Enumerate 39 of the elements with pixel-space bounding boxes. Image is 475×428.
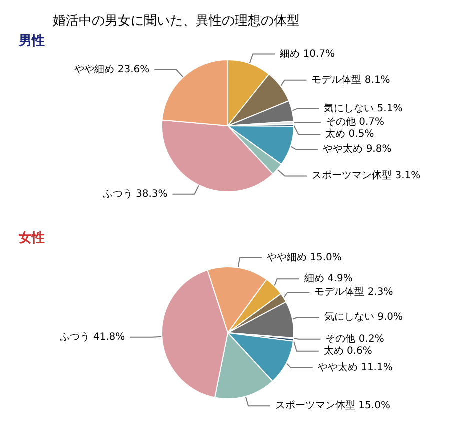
slice-label: 太め xyxy=(326,128,346,140)
slice-label: 気にしない xyxy=(324,312,374,323)
data-label: 15.0% xyxy=(358,400,390,412)
slice-label: やや細め xyxy=(266,252,307,264)
slice-label: その他 xyxy=(326,116,356,128)
data-label: 0.5% xyxy=(348,129,374,140)
data-label: 8.1% xyxy=(364,74,390,86)
data-label: 41.8% xyxy=(93,332,126,343)
slice-label: やや太め xyxy=(318,361,358,374)
slice-label: モデル体型 xyxy=(314,286,365,298)
data-label: 5.1% xyxy=(377,103,403,114)
slice-label: スポーツマン体型 xyxy=(276,400,356,412)
data-label: 11.1% xyxy=(361,362,393,374)
data-label: 9.0% xyxy=(378,312,404,323)
chart-title: 婚活中の男女に聞いた、異性の理想の体型 xyxy=(53,14,300,29)
data-label: 15.0% xyxy=(310,252,342,264)
chart-subtitle: 男性 xyxy=(18,34,45,49)
data-label: 10.7% xyxy=(303,48,336,60)
slice-label: その他 xyxy=(326,332,356,345)
chart-title: 女性 xyxy=(18,231,45,246)
data-label: 2.3% xyxy=(368,287,394,298)
slice-label: ふつう xyxy=(102,188,133,200)
data-label: 9.8% xyxy=(366,144,392,156)
slice-label: 太め xyxy=(324,344,344,357)
slice-label: 気にしない xyxy=(324,103,374,114)
slice-label: 細め xyxy=(303,274,324,285)
data-label: 4.9% xyxy=(327,274,353,285)
data-label: 23.6% xyxy=(118,64,150,76)
slice-label: やや細め xyxy=(74,64,115,76)
data-label: 0.6% xyxy=(347,346,372,357)
slice-label: スポーツマン体型 xyxy=(312,170,392,182)
data-label: 3.1% xyxy=(395,170,421,182)
data-label: 38.3% xyxy=(136,188,168,200)
slice-label: やや太め xyxy=(323,143,364,156)
data-label: 0.2% xyxy=(358,334,384,345)
slice-label: 細め xyxy=(279,48,300,60)
data-label: 0.7% xyxy=(359,117,385,128)
slice-label: モデル体型 xyxy=(312,74,362,86)
slice-label: ふつう xyxy=(59,332,90,343)
